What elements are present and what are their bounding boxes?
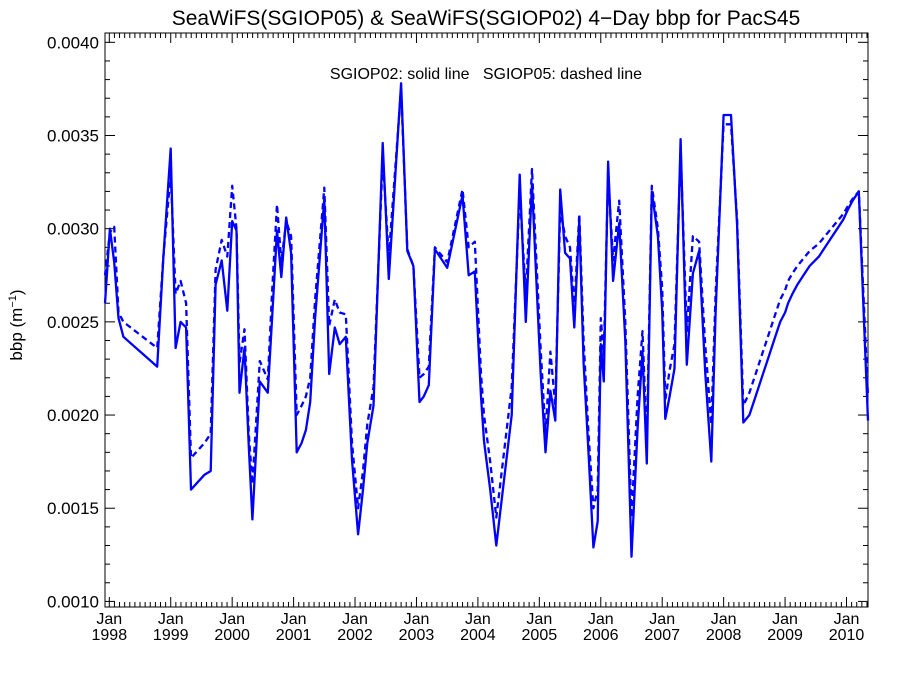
x-tick-label-year: 2000	[214, 627, 250, 644]
y-tick-label: 0.0025	[47, 313, 99, 332]
x-axis-ticks: Jan1998Jan1999Jan2000Jan2001Jan2002Jan20…	[92, 33, 868, 644]
x-tick-label-year: 1998	[92, 627, 128, 644]
series-line-sgiop05	[103, 87, 870, 519]
x-tick-label-month: Jan	[711, 611, 737, 628]
x-tick-label-month: Jan	[158, 611, 184, 628]
y-tick-label: 0.0010	[47, 592, 99, 611]
x-tick-label-year: 2009	[767, 627, 803, 644]
x-tick-label-year: 2003	[399, 627, 435, 644]
x-tick-label-month: Jan	[342, 611, 368, 628]
chart-title: SeaWiFS(SGIOP05) & SeaWiFS(SGIOP02) 4−Da…	[172, 7, 801, 30]
x-tick-label-month: Jan	[404, 611, 430, 628]
series-layer	[103, 82, 870, 558]
x-tick-label-month: Jan	[649, 611, 675, 628]
plot-frame	[104, 32, 869, 608]
x-tick-label-month: Jan	[281, 611, 307, 628]
x-tick-label-year: 1999	[153, 627, 189, 644]
x-tick-label-year: 2001	[276, 627, 312, 644]
x-tick-label-month: Jan	[96, 611, 122, 628]
x-tick-label-year: 2005	[522, 627, 558, 644]
y-axis-label: bbp (m−1)	[7, 289, 26, 360]
series-line-sgiop02	[103, 82, 870, 558]
x-tick-label-year: 2006	[583, 627, 619, 644]
x-tick-label-month: Jan	[588, 611, 614, 628]
series-legend-annotation: SGIOP02: solid line SGIOP05: dashed line	[330, 66, 642, 83]
x-tick-label-year: 2007	[644, 627, 680, 644]
y-tick-label: 0.0020	[47, 406, 99, 425]
y-tick-label: 0.0030	[47, 220, 99, 239]
x-tick-label-month: Jan	[526, 611, 552, 628]
x-tick-label-month: Jan	[465, 611, 491, 628]
y-tick-label: 0.0040	[47, 33, 99, 52]
x-tick-label-year: 2008	[706, 627, 742, 644]
x-tick-label-month: Jan	[834, 611, 860, 628]
y-tick-label: 0.0015	[47, 499, 99, 518]
y-axis-ticks: 0.0010 0.0015 0.0020 0.0025 0.0030 0.0035 0.00…	[47, 33, 868, 611]
x-tick-label-year: 2010	[829, 627, 865, 644]
x-tick-label-year: 2004	[460, 627, 496, 644]
x-tick-label-month: Jan	[219, 611, 245, 628]
x-tick-label-year: 2002	[337, 627, 373, 644]
y-tick-label: 0.0035	[47, 127, 99, 146]
x-tick-label-month: Jan	[772, 611, 798, 628]
